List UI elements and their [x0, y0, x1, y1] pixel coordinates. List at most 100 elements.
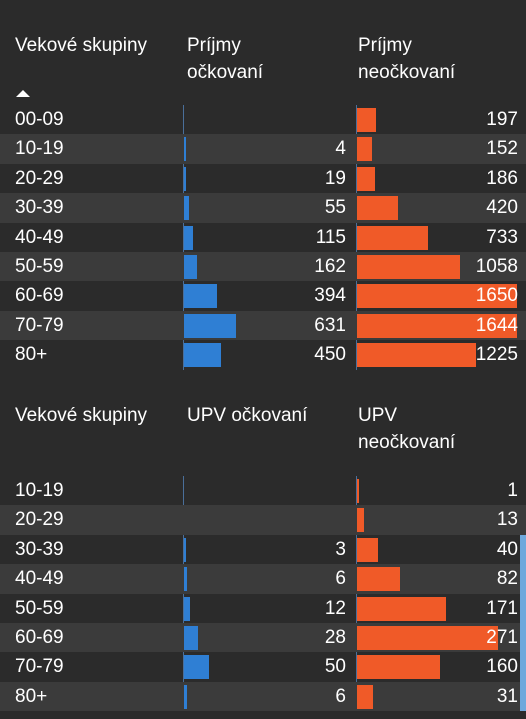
vaccinated-value: 115 [315, 226, 346, 248]
unvaccinated-value: 160 [486, 656, 518, 678]
unvaccinated-value: 1650 [475, 285, 518, 307]
unvaccinated-value: 171 [486, 597, 518, 619]
vaccinated-bar [184, 343, 222, 368]
table-row[interactable]: 50-59 162 1058 [0, 251, 526, 282]
unvaccinated-value: 1 [507, 480, 518, 501]
sort-ascending-icon[interactable] [16, 90, 30, 97]
table-row[interactable]: 80+ 6 31 [0, 681, 526, 712]
vaccinated-bar [184, 684, 187, 709]
unvaccinated-bar [357, 225, 429, 250]
unvaccinated-bar [357, 196, 398, 221]
unvaccinated-bar [357, 343, 477, 368]
column-header-admissions-unvaccinated[interactable]: Príjmy neočkovaní [358, 35, 456, 83]
age-group-label: 40-49 [15, 226, 64, 248]
vaccinated-bar [184, 537, 186, 562]
age-group-label: 40-49 [15, 568, 64, 590]
table-row[interactable]: 50-59 12 171 [0, 594, 526, 623]
table-row[interactable]: 80+ 450 1225 [0, 340, 526, 369]
vaccinated-axis-line [183, 476, 184, 712]
unvaccinated-bar [357, 284, 517, 309]
age-group-label: 60-69 [15, 626, 64, 648]
table-row[interactable]: 20-29 19 186 [0, 164, 526, 193]
vaccinated-bar [184, 254, 198, 279]
unvaccinated-value: 271 [486, 626, 518, 648]
column-header-age-groups[interactable]: Vekové skupiny [15, 405, 148, 426]
unvaccinated-value: 197 [486, 109, 518, 130]
table-row[interactable]: 60-69 28 271 [0, 622, 526, 653]
table-row[interactable]: 70-79 50 160 [0, 652, 526, 681]
age-group-label: 00-09 [15, 109, 64, 130]
age-group-label: 60-69 [15, 285, 64, 307]
unvaccinated-value: 82 [496, 568, 518, 590]
table-row[interactable]: 40-49 115 733 [0, 223, 526, 252]
admissions-table-header: Vekové skupiny Príjmy očkovaní Príjmy neoč… [0, 30, 526, 105]
column-header-ventilation-unvaccinated[interactable]: UPV neočkovaní [358, 405, 456, 453]
age-group-label: 80+ [15, 344, 48, 366]
unvaccinated-value: 186 [486, 167, 518, 189]
age-group-label: 30-39 [15, 197, 64, 219]
vaccinated-axis-line [183, 105, 184, 370]
vaccinated-value: 12 [324, 597, 346, 619]
table-row[interactable]: 30-39 55 420 [0, 193, 526, 223]
column-header-ventilation-vaccinated[interactable]: UPV očkovaní [187, 405, 308, 426]
vaccinated-bar [184, 313, 237, 338]
vaccinated-value: 450 [314, 344, 346, 366]
unvaccinated-bar [357, 313, 517, 338]
table-row[interactable]: 10-19 1 [0, 476, 526, 505]
unvaccinated-value: 1225 [475, 344, 518, 366]
table-row[interactable]: 00-09 197 [0, 105, 526, 134]
age-group-label: 20-29 [15, 509, 64, 531]
vaccinated-bar [184, 567, 187, 592]
age-group-label: 70-79 [15, 656, 64, 678]
unvaccinated-axis-line [356, 476, 357, 712]
unvaccinated-bar [357, 254, 461, 279]
age-group-label: 50-59 [15, 597, 64, 619]
vaccinated-bar [184, 596, 190, 621]
unvaccinated-value: 733 [486, 226, 518, 248]
vaccinated-bar [184, 225, 194, 250]
ventilation-table: Vekové skupiny UPV očkovaní UPV neočkovan… [0, 400, 526, 712]
unvaccinated-bar [357, 596, 446, 621]
unvaccinated-bar [357, 508, 364, 533]
unvaccinated-value: 152 [486, 138, 518, 160]
table-row[interactable]: 60-69 394 1650 [0, 281, 526, 310]
unvaccinated-bar [357, 655, 441, 680]
vaccinated-bar [184, 137, 186, 162]
table-row[interactable]: 10-19 4 152 [0, 134, 526, 164]
vaccinated-value: 6 [335, 568, 346, 590]
column-header-admissions-vaccinated[interactable]: Príjmy očkovaní [187, 35, 264, 83]
unvaccinated-bar [357, 166, 376, 191]
unvaccinated-bar [357, 684, 374, 709]
unvaccinated-bar [357, 567, 400, 592]
unvaccinated-bar [357, 537, 378, 562]
admissions-table: Vekové skupiny Príjmy očkovaní Príjmy neoč… [0, 30, 526, 370]
table-row[interactable]: 40-49 6 82 [0, 564, 526, 594]
column-header-age-groups[interactable]: Vekové skupiny [15, 35, 148, 56]
unvaccinated-value: 420 [486, 197, 518, 219]
vaccinated-value: 55 [324, 197, 346, 219]
table-row[interactable]: 70-79 631 1644 [0, 310, 526, 341]
unvaccinated-bar [357, 479, 359, 503]
scroll-edge-strip [520, 534, 526, 712]
table-row[interactable]: 30-39 3 40 [0, 535, 526, 564]
vaccinated-bar [184, 166, 186, 191]
age-group-label: 70-79 [15, 314, 64, 336]
unvaccinated-value: 1644 [475, 314, 518, 336]
vaccinated-value: 19 [324, 167, 346, 189]
unvaccinated-bar [357, 108, 377, 132]
unvaccinated-value: 13 [496, 509, 518, 531]
vaccinated-value: 3 [335, 538, 346, 560]
vaccinated-value: 162 [314, 255, 346, 277]
unvaccinated-axis-line [356, 105, 357, 370]
vaccinated-value: 50 [324, 656, 346, 678]
vaccinated-bar [184, 284, 217, 309]
age-group-label: 10-19 [15, 138, 64, 160]
unvaccinated-bar [357, 625, 498, 650]
table-row[interactable]: 20-29 13 [0, 505, 526, 535]
unvaccinated-bar [357, 137, 372, 162]
admissions-table-body: 00-09 197 10-19 4 152 20-29 19 186 30-39 55 420 40-… [0, 105, 526, 370]
age-group-label: 30-39 [15, 538, 64, 560]
vaccinated-value: 6 [335, 685, 346, 707]
vaccinated-value: 394 [314, 285, 346, 307]
